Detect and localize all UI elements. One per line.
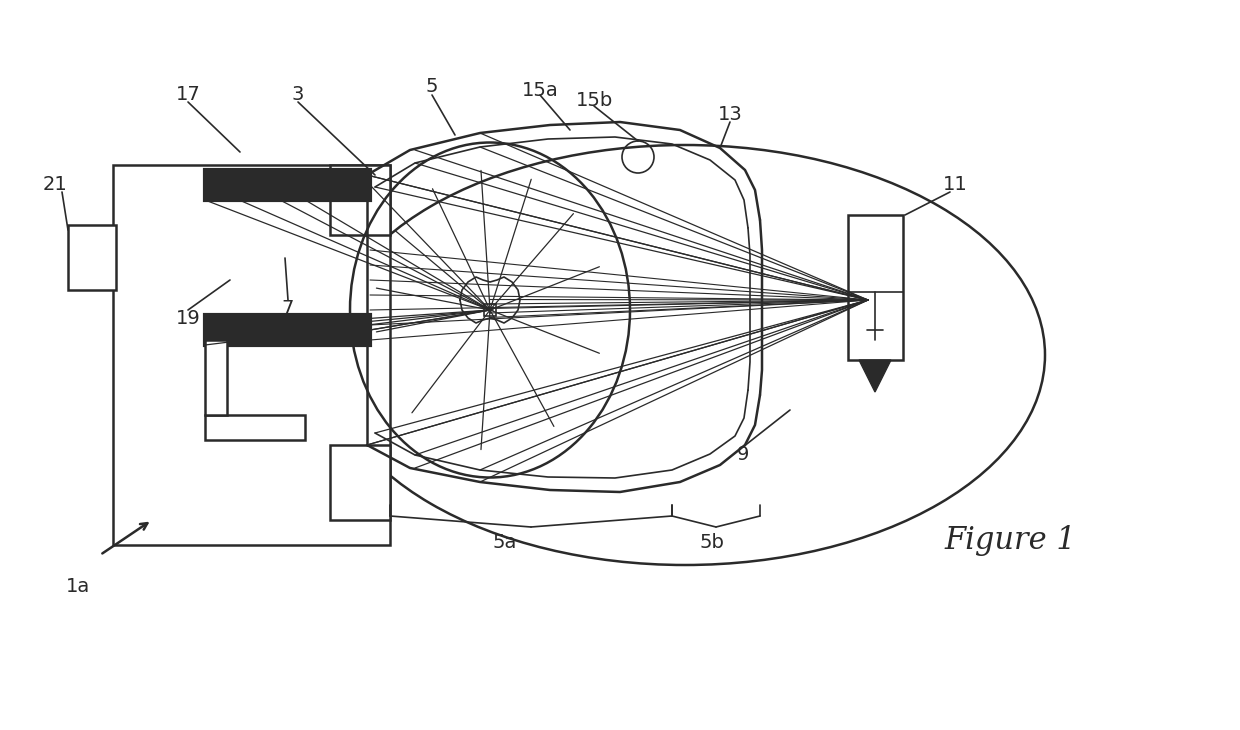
Bar (68, 225, 117, 290)
Polygon shape (859, 360, 892, 392)
Bar (205, 170, 370, 200)
Bar (330, 165, 391, 235)
Text: 5b: 5b (699, 534, 724, 553)
Bar (484, 304, 496, 316)
Text: 5a: 5a (492, 534, 517, 553)
Text: 19: 19 (176, 309, 201, 328)
Text: Figure 1: Figure 1 (944, 524, 1076, 556)
Text: 15a: 15a (522, 80, 558, 99)
Bar (848, 215, 903, 360)
Text: 5: 5 (425, 77, 438, 96)
Bar (205, 315, 370, 345)
Bar (205, 415, 305, 440)
Bar (205, 340, 227, 415)
Text: 17: 17 (176, 85, 201, 104)
Text: 13: 13 (718, 106, 743, 125)
Text: 21: 21 (42, 175, 67, 194)
Bar (113, 165, 391, 545)
Text: 15b: 15b (575, 91, 613, 110)
Text: 7: 7 (281, 299, 294, 318)
Text: 11: 11 (942, 175, 967, 194)
Text: 9: 9 (737, 445, 749, 464)
Text: 1a: 1a (66, 577, 91, 596)
Bar (330, 445, 391, 520)
Text: 3: 3 (291, 85, 304, 104)
